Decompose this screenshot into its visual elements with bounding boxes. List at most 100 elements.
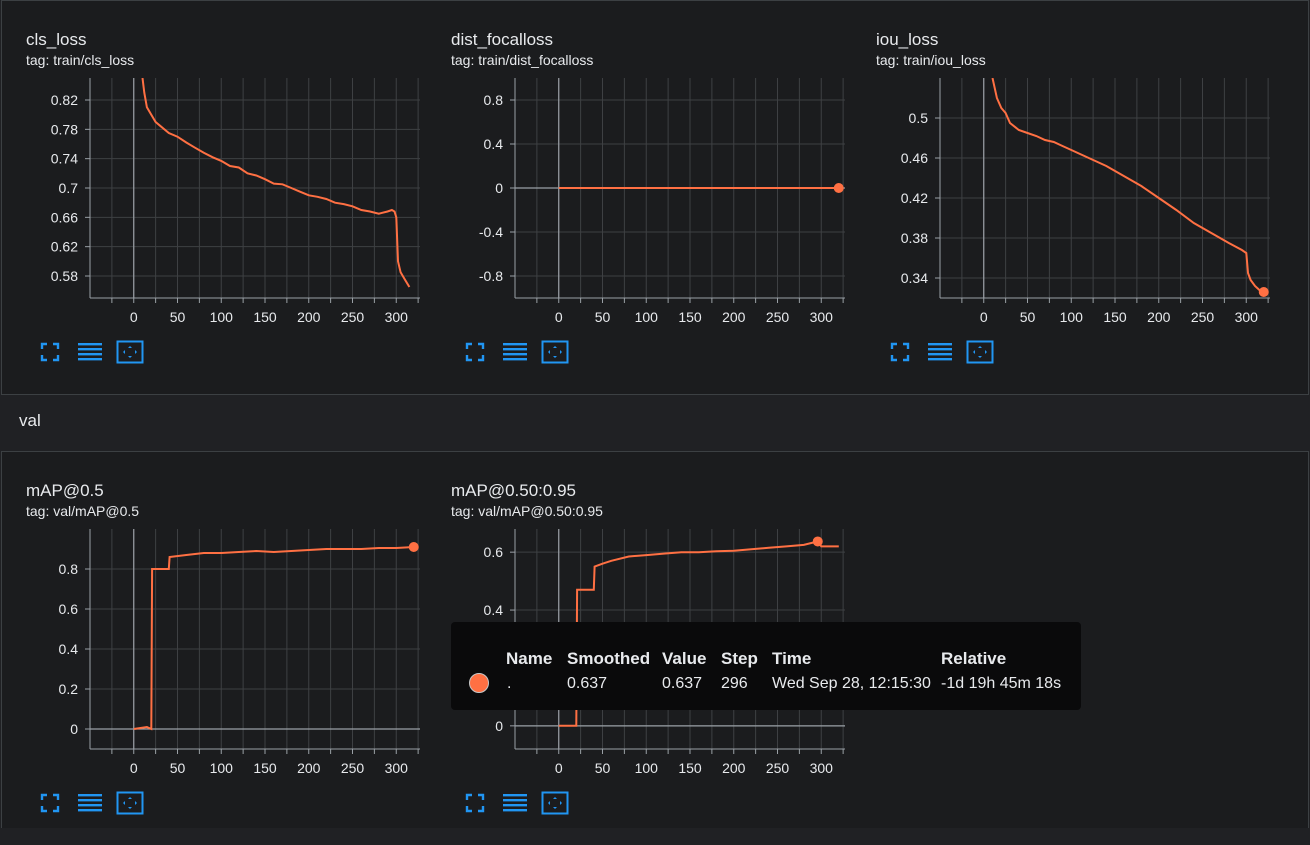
chart-svg[interactable]: 0 50 100 150 200 250 300 0.34 0.38 0.42 0.46 0.5 — [850, 4, 1270, 394]
fullscreen-icon[interactable] — [36, 791, 64, 815]
data-table-icon[interactable] — [926, 340, 954, 364]
y-tick-label: 0.5 — [909, 110, 929, 126]
x-tick-label: 50 — [595, 760, 611, 776]
y-tick-label: 0.66 — [51, 209, 78, 225]
fit-domain-icon[interactable] — [116, 340, 144, 364]
chart-card-map50: mAP@0.5 tag: val/mAP@0.5 0 50 100 150 200 250… — [0, 455, 420, 845]
series-last-point — [833, 183, 844, 193]
series-last-point — [408, 542, 419, 552]
chart-toolbar — [461, 791, 569, 815]
x-tick-label: 150 — [678, 760, 702, 776]
tooltip-header-time: Time — [772, 649, 812, 668]
card-tag: tag: train/iou_loss — [876, 52, 986, 68]
data-table-icon[interactable] — [76, 791, 104, 815]
card-tag: tag: val/mAP@0.50:0.95 — [451, 503, 603, 519]
x-tick-label: 200 — [1147, 309, 1171, 325]
fit-domain-icon[interactable] — [116, 791, 144, 815]
series-line — [558, 540, 839, 727]
data-table-icon[interactable] — [501, 340, 529, 364]
chart-toolbar — [36, 340, 144, 364]
card-title: mAP@0.50:0.95 — [451, 481, 576, 500]
y-tick-label: 0.6 — [484, 544, 504, 560]
tooltip-smoothed: 0.637 — [567, 675, 608, 692]
tooltip-header-step: Step — [721, 649, 758, 668]
x-tick-label: 300 — [810, 760, 834, 776]
chart-card-dist-focalloss: dist_focalloss tag: train/dist_focalloss… — [425, 4, 845, 394]
x-tick-label: 0 — [555, 760, 563, 776]
card-title: iou_loss — [876, 30, 939, 49]
chart-toolbar — [461, 340, 569, 364]
y-tick-label: -0.4 — [479, 224, 503, 240]
x-tick-label: 200 — [297, 760, 321, 776]
fullscreen-icon[interactable] — [36, 340, 64, 364]
fullscreen-icon[interactable] — [461, 340, 489, 364]
series-line — [141, 78, 411, 288]
series-last-point — [812, 536, 823, 547]
x-tick-label: 0 — [980, 309, 988, 325]
fullscreen-icon[interactable] — [461, 791, 489, 815]
chart-svg[interactable]: 0 50 100 150 200 250 300 0.58 0.62 0.66 0.7 0.74 0.7… — [0, 4, 420, 394]
fullscreen-icon[interactable] — [886, 340, 914, 364]
x-tick-label: 100 — [635, 309, 659, 325]
x-tick-label: 250 — [341, 760, 365, 776]
y-tick-label: 0.8 — [59, 561, 79, 577]
x-tick-label: 300 — [810, 309, 834, 325]
x-tick-label: 0 — [555, 309, 563, 325]
card-title: dist_focalloss — [451, 30, 554, 49]
x-tick-label: 150 — [1103, 309, 1127, 325]
tooltip-step: 296 — [721, 675, 748, 692]
y-tick-label: 0.7 — [59, 180, 79, 196]
x-tick-label: 0 — [130, 760, 138, 776]
series-line — [133, 546, 414, 731]
y-tick-label: 0 — [70, 721, 78, 737]
tooltip-header-relative: Relative — [941, 649, 1007, 668]
card-tag: tag: val/mAP@0.5 — [26, 503, 140, 519]
x-tick-label: 100 — [1060, 309, 1084, 325]
val-group-label: val — [19, 411, 41, 430]
card-title: cls_loss — [26, 30, 87, 49]
x-tick-label: 200 — [722, 309, 746, 325]
fit-domain-icon[interactable] — [966, 340, 994, 364]
y-tick-label: 0.62 — [51, 239, 78, 255]
y-tick-label: 0.2 — [59, 681, 79, 697]
fit-domain-icon[interactable] — [541, 340, 569, 364]
x-tick-label: 50 — [170, 309, 186, 325]
x-tick-label: 100 — [210, 760, 234, 776]
y-tick-label: 0.6 — [59, 601, 79, 617]
tooltip-header-smoothed: Smoothed — [567, 649, 651, 668]
y-tick-label: 0.42 — [901, 190, 928, 206]
tooltip-time: Wed Sep 28, 12:15:30 — [772, 675, 931, 692]
y-tick-label: 0.82 — [51, 92, 78, 108]
chart-toolbar — [36, 791, 144, 815]
series-last-point — [1258, 287, 1269, 297]
y-tick-label: 0.34 — [901, 270, 928, 286]
y-tick-label: 0 — [495, 718, 503, 734]
y-tick-label: 0.46 — [901, 150, 928, 166]
x-tick-label: 100 — [635, 760, 659, 776]
x-tick-label: 250 — [1191, 309, 1215, 325]
y-tick-label: 0.38 — [901, 230, 928, 246]
x-tick-label: 250 — [766, 309, 790, 325]
chart-svg[interactable]: 0 50 100 150 200 250 300 0 0.2 0.4 0.6 0.8 — [0, 455, 420, 845]
chart-svg[interactable]: 0 50 100 150 200 250 300 -0.8 -0.4 0 0.4 0.8 — [425, 4, 845, 394]
y-tick-label: 0.78 — [51, 121, 78, 137]
chart-card-cls-loss: cls_loss tag: train/cls_loss 0 50 100 150 20… — [0, 4, 420, 394]
chart-card-iou-loss: iou_loss tag: train/iou_loss 0 50 100 150 20… — [850, 4, 1270, 394]
x-tick-label: 250 — [341, 309, 365, 325]
chart-toolbar — [886, 340, 994, 364]
tooltip-header-name: Name — [506, 649, 553, 668]
x-tick-label: 250 — [766, 760, 790, 776]
x-tick-label: 50 — [1020, 309, 1036, 325]
x-tick-label: 150 — [253, 309, 277, 325]
x-tick-label: 100 — [210, 309, 234, 325]
y-tick-label: 0.4 — [484, 136, 504, 152]
data-tooltip: Name Smoothed Value Step Time Relative .… — [451, 622, 1081, 710]
x-tick-label: 300 — [385, 309, 409, 325]
x-tick-label: 0 — [130, 309, 138, 325]
y-tick-label: 0.74 — [51, 151, 78, 167]
y-tick-label: -0.8 — [479, 268, 503, 284]
data-table-icon[interactable] — [501, 791, 529, 815]
x-tick-label: 150 — [678, 309, 702, 325]
data-table-icon[interactable] — [76, 340, 104, 364]
fit-domain-icon[interactable] — [541, 791, 569, 815]
